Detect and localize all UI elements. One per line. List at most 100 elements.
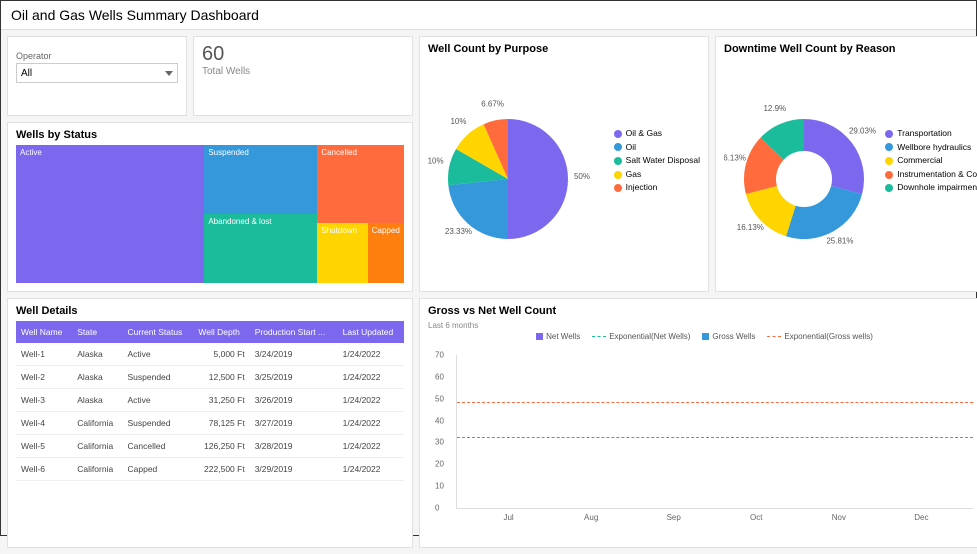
grossnet-bar-chart: 010203040506070JulAugSepOctNovDec <box>428 347 977 527</box>
legend-swatch <box>885 143 893 151</box>
chart-legend-item[interactable]: Exponential(Net Wells) <box>592 332 690 341</box>
table-header[interactable]: Well Name <box>16 321 72 343</box>
legend-item[interactable]: Instrumentation & Contr <box>885 168 977 182</box>
card-title: Gross vs Net Well Count <box>428 305 977 317</box>
y-axis-label: 20 <box>435 460 444 469</box>
legend-item[interactable]: Commercial <box>885 154 977 168</box>
legend-item[interactable]: Downhole impairment <box>885 181 977 195</box>
table-cell: 1/24/2022 <box>338 458 404 481</box>
y-axis-label: 70 <box>435 351 444 360</box>
legend-item[interactable]: Injection <box>614 181 700 195</box>
trend-line <box>457 437 973 438</box>
pie-slice[interactable] <box>786 186 862 239</box>
pie-label: 10% <box>450 117 466 126</box>
legend-item[interactable]: Oil <box>614 141 700 155</box>
legend-label: Downhole impairment <box>897 181 977 195</box>
table-header[interactable]: Last Updated <box>338 321 404 343</box>
purpose-pie-chart: 50%23.33%10%10%6.67% <box>428 59 598 269</box>
legend-item[interactable]: Oil & Gas <box>614 127 700 141</box>
table-cell: California <box>72 458 122 481</box>
total-wells-card: 60 Total Wells <box>193 36 413 116</box>
table-row[interactable]: Well-5CaliforniaCancelled126,250 Ft3/28/… <box>16 435 404 458</box>
table-row[interactable]: Well-1AlaskaActive5,000 Ft3/24/20191/24/… <box>16 343 404 366</box>
treemap-cell-capped[interactable]: Capped <box>368 223 404 283</box>
card-title: Well Details <box>16 305 404 317</box>
legend-swatch <box>614 157 622 165</box>
table-cell: 1/24/2022 <box>338 343 404 366</box>
table-cell: Suspended <box>123 412 194 435</box>
y-axis-label: 50 <box>435 394 444 403</box>
table-cell: 222,500 Ft <box>193 458 249 481</box>
table-header[interactable]: Production Start ... <box>250 321 338 343</box>
pie-label: 29.03% <box>849 127 876 136</box>
table-cell: Well-2 <box>16 366 72 389</box>
y-axis-label: 0 <box>435 504 439 513</box>
x-axis-label: Sep <box>638 513 710 522</box>
x-axis-label: Aug <box>555 513 627 522</box>
table-cell: 3/24/2019 <box>250 343 338 366</box>
operator-select[interactable]: All <box>16 63 178 83</box>
treemap-cell-cancelled[interactable]: Cancelled <box>317 145 404 223</box>
table-cell: 1/24/2022 <box>338 412 404 435</box>
purpose-legend: Oil & GasOilSalt Water DisposalGasInject… <box>614 127 700 195</box>
legend-item[interactable]: Gas <box>614 168 700 182</box>
table-cell: 1/24/2022 <box>338 366 404 389</box>
table-cell: 31,250 Ft <box>193 389 249 412</box>
card-title: Downtime Well Count by Reason <box>724 43 977 55</box>
treemap-cell-suspended[interactable]: Suspended <box>204 145 317 214</box>
table-cell: Capped <box>123 458 194 481</box>
well-count-by-purpose-card: Well Count by Purpose 50%23.33%10%10%6.6… <box>419 36 709 292</box>
legend-swatch <box>614 171 622 179</box>
table-cell: Active <box>123 343 194 366</box>
table-cell: Well-1 <box>16 343 72 366</box>
table-cell: 3/28/2019 <box>250 435 338 458</box>
well-details-card: Well Details Well NameStateCurrent Statu… <box>7 298 413 548</box>
kpi-label: Total Wells <box>202 66 404 77</box>
table-cell: 1/24/2022 <box>338 389 404 412</box>
table-row[interactable]: Well-2AlaskaSuspended12,500 Ft3/25/20191… <box>16 366 404 389</box>
table-header[interactable]: State <box>72 321 122 343</box>
table-cell: Well-5 <box>16 435 72 458</box>
treemap-cell-active[interactable]: Active <box>16 145 204 283</box>
table-cell: 78,125 Ft <box>193 412 249 435</box>
chart-legend-item[interactable]: Gross Wells <box>702 332 755 341</box>
pie-label: 10% <box>428 157 444 166</box>
pie-label: 23.33% <box>445 227 472 236</box>
table-cell: 1/24/2022 <box>338 435 404 458</box>
status-treemap: Active Suspended Abandoned & lost Cancel… <box>16 145 404 283</box>
table-row[interactable]: Well-4CaliforniaSuspended78,125 Ft3/27/2… <box>16 412 404 435</box>
operator-filter-card: Operator All <box>7 36 187 116</box>
legend-item[interactable]: Transportation <box>885 127 977 141</box>
table-row[interactable]: Well-6CaliforniaCapped222,500 Ft3/29/201… <box>16 458 404 481</box>
legend-label: Transportation <box>897 127 952 141</box>
table-cell: 3/25/2019 <box>250 366 338 389</box>
legend-item[interactable]: Salt Water Disposal <box>614 154 700 168</box>
legend-label: Oil & Gas <box>626 127 662 141</box>
chart-legend-item[interactable]: Exponential(Gross wells) <box>767 332 872 341</box>
chart-legend-item[interactable]: Net Wells <box>536 332 580 341</box>
table-cell: Alaska <box>72 343 122 366</box>
table-cell: 3/27/2019 <box>250 412 338 435</box>
card-title: Wells by Status <box>16 129 404 141</box>
legend-swatch <box>702 333 709 340</box>
legend-label: Salt Water Disposal <box>626 154 700 168</box>
well-details-table: Well NameStateCurrent StatusWell DepthPr… <box>16 321 404 481</box>
legend-item[interactable]: Wellbore hydraulics <box>885 141 977 155</box>
treemap-cell-shutdown[interactable]: Shutdown <box>317 223 367 283</box>
pie-label: 25.81% <box>826 237 853 246</box>
y-axis-label: 40 <box>435 416 444 425</box>
wells-by-status-card: Wells by Status Active Suspended Abandon… <box>7 122 413 292</box>
kpi-value: 60 <box>202 43 404 66</box>
treemap-cell-abandoned[interactable]: Abandoned & lost <box>204 214 317 283</box>
x-axis-label: Oct <box>720 513 792 522</box>
table-cell: Well-6 <box>16 458 72 481</box>
table-cell: Cancelled <box>123 435 194 458</box>
table-header[interactable]: Current Status <box>123 321 194 343</box>
pie-slice[interactable] <box>508 119 568 239</box>
pie-label: 16.13% <box>724 153 746 162</box>
legend-swatch <box>885 184 893 192</box>
table-row[interactable]: Well-3AlaskaActive31,250 Ft3/26/20191/24… <box>16 389 404 412</box>
legend-label: Oil <box>626 141 636 155</box>
table-header[interactable]: Well Depth <box>193 321 249 343</box>
y-axis-label: 30 <box>435 438 444 447</box>
